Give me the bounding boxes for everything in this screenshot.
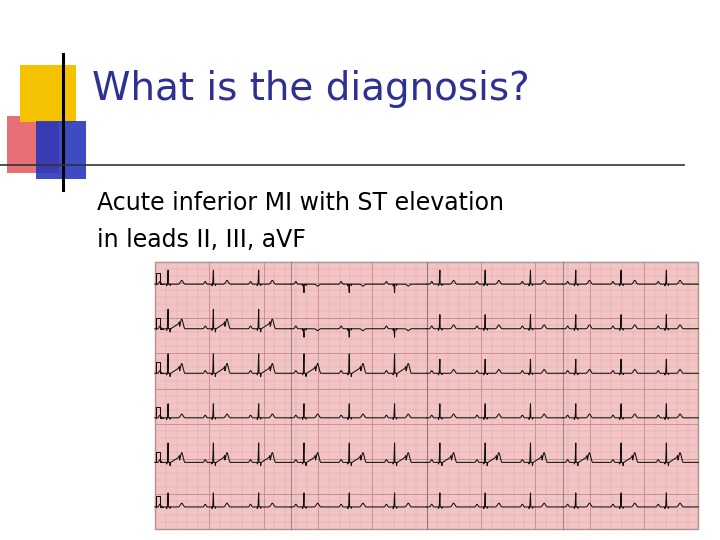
Bar [36,121,86,179]
Text: in leads II, III, aVF: in leads II, III, aVF [97,228,306,252]
Text: What is the diagnosis?: What is the diagnosis? [92,70,530,108]
Bar [155,262,698,529]
Bar [20,65,76,122]
Bar [7,116,59,173]
Text: Acute inferior MI with ST elevation: Acute inferior MI with ST elevation [97,191,504,214]
